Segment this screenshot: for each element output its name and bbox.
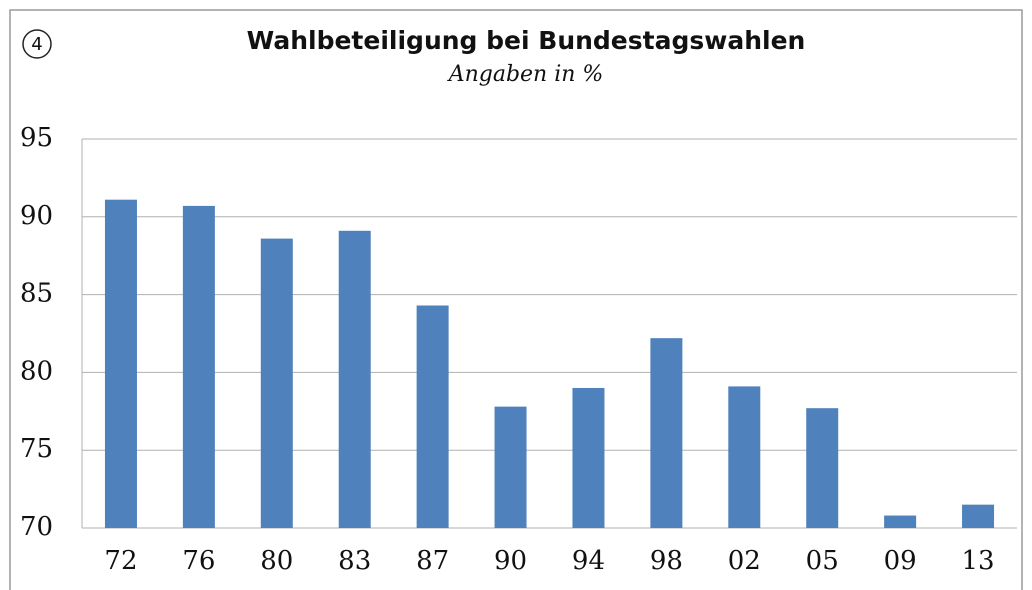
frame xyxy=(9,9,1023,590)
x-tick-label: 94 xyxy=(572,546,605,576)
x-tick-label: 05 xyxy=(806,546,839,576)
bar xyxy=(650,338,683,528)
bar xyxy=(260,238,293,529)
x-tick-label: 09 xyxy=(884,546,917,576)
bar xyxy=(572,387,605,528)
x-tick-label: 13 xyxy=(961,546,994,576)
x-tick-label: 76 xyxy=(182,546,215,576)
x-tick-label: 87 xyxy=(416,546,449,576)
bar xyxy=(806,408,839,528)
chart-title: Wahlbeteiligung bei Bundestagswahlen xyxy=(247,26,806,55)
badge: 4 xyxy=(31,34,42,55)
badge-circle xyxy=(22,29,52,59)
y-tick-label: 95 xyxy=(20,123,53,153)
x-tick-label: 98 xyxy=(650,546,683,576)
chart-subtitle: Angaben in % xyxy=(447,62,604,87)
y-tick-label: 85 xyxy=(20,279,53,309)
bar xyxy=(962,504,995,528)
x-tick-label: 80 xyxy=(260,546,293,576)
y-tick-label: 80 xyxy=(20,356,53,386)
bar xyxy=(338,230,371,528)
bar xyxy=(104,199,137,528)
y-tick-label: 90 xyxy=(20,201,53,231)
y-tick-label: 70 xyxy=(20,512,53,542)
bar xyxy=(884,515,917,528)
x-tick-label: 72 xyxy=(104,546,137,576)
bar xyxy=(728,386,761,528)
bar xyxy=(494,406,527,528)
x-tick-label: 90 xyxy=(494,546,527,576)
y-tick-label: 75 xyxy=(20,434,53,464)
bar xyxy=(416,305,449,528)
x-tick-label: 83 xyxy=(338,546,371,576)
bar xyxy=(182,205,215,528)
x-tick-label: 02 xyxy=(728,546,761,576)
